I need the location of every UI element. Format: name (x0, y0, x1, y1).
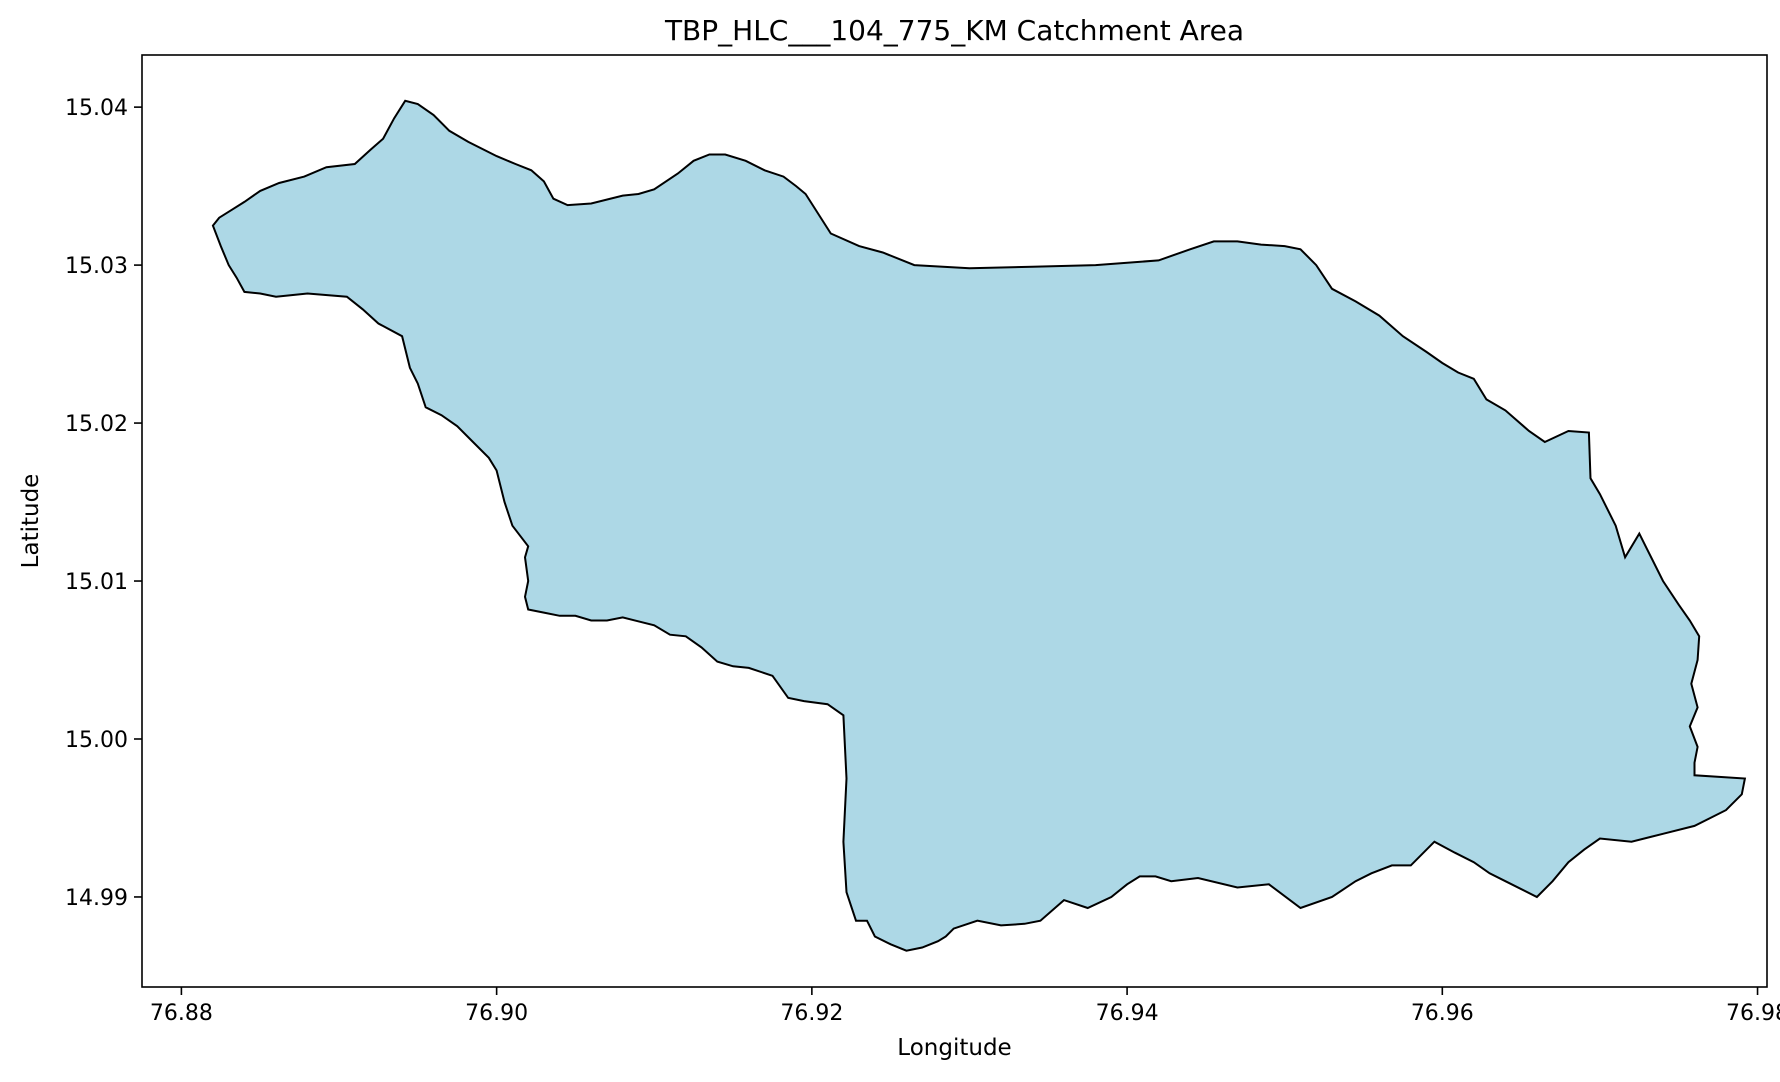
x-tick-label: 76.90 (465, 1001, 528, 1026)
x-axis-label: Longitude (897, 1035, 1011, 1061)
x-axis-ticks: 76.88 76.90 76.92 76.94 76.96 76.98 (150, 987, 1780, 1026)
x-tick-label: 76.96 (1411, 1001, 1474, 1026)
x-tick-label: 76.94 (1096, 1001, 1159, 1026)
y-tick-label: 14.99 (65, 886, 128, 911)
x-tick-label: 76.92 (780, 1001, 843, 1026)
y-axis-label: Latitude (18, 474, 44, 569)
y-tick-label: 15.03 (65, 254, 128, 279)
x-tick-label: 76.88 (150, 1001, 213, 1026)
y-tick-label: 15.04 (65, 96, 128, 121)
x-tick-label: 76.98 (1726, 1001, 1780, 1026)
catchment-polygon (211, 99, 1747, 952)
y-tick-label: 15.01 (65, 570, 128, 595)
y-tick-label: 15.00 (65, 728, 128, 753)
plot-layer (211, 99, 1747, 952)
y-axis-ticks: 14.99 15.00 15.01 15.02 15.03 15.04 (65, 96, 142, 911)
y-tick-label: 15.02 (65, 412, 128, 437)
axes-frame (141, 54, 1768, 988)
chart-title: TBP_HLC___104_775_KM Catchment Area (664, 14, 1244, 47)
